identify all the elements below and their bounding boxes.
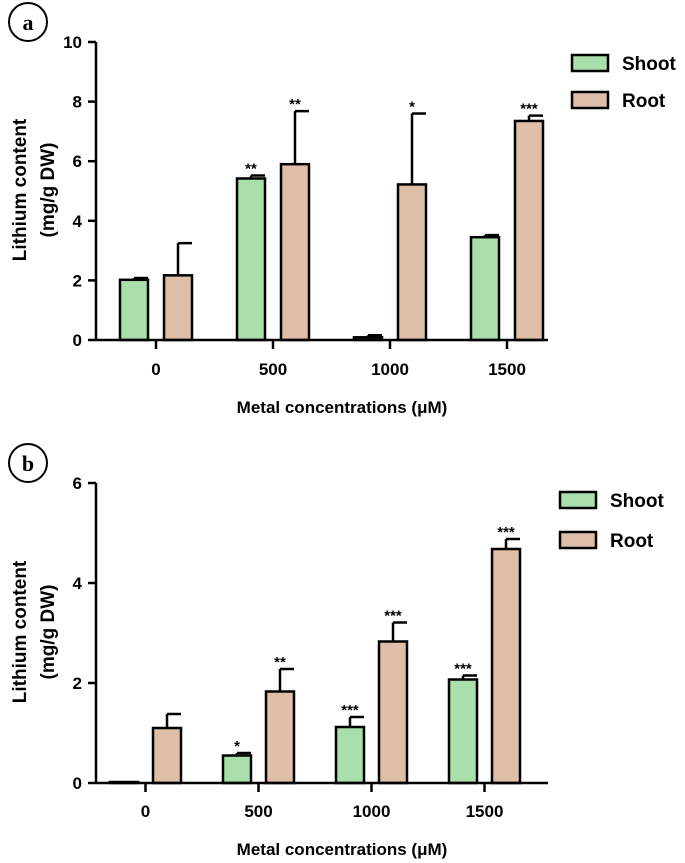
legend-swatch-shoot [570, 53, 610, 73]
y-tick-label-2: 2 [73, 271, 82, 290]
x-tick-label-1500: 1500 [466, 802, 504, 821]
bar-root-1000 [396, 183, 428, 342]
legend-label-shoot: Shoot [622, 54, 676, 75]
y-tick-label-6: 6 [73, 474, 82, 493]
y-tick-label-0: 0 [73, 774, 82, 793]
legend-swatch-shoot [558, 490, 598, 510]
y-axis-title-line2: (mg/g DW) [38, 585, 59, 680]
significance-shoot-1000: *** [341, 702, 359, 719]
x-tick-label-1000: 1000 [353, 802, 391, 821]
significance-root-1500: *** [520, 101, 538, 118]
x-tick-label-1500: 1500 [488, 360, 526, 379]
y-tick-label-6: 6 [73, 152, 82, 171]
bar-root-500 [279, 162, 311, 342]
significance-root-500: ** [274, 654, 286, 671]
y-tick-label-4: 4 [73, 212, 83, 231]
y-tick-label-0: 0 [73, 331, 82, 350]
significance-root-1000: *** [384, 608, 402, 625]
x-axis-title: Metal concentrations (μM) [237, 398, 448, 417]
bar-root-1500 [490, 547, 522, 785]
x-tick-label-0: 0 [141, 802, 150, 821]
bar-root-1000 [377, 640, 409, 785]
x-tick-label-1000: 1000 [371, 360, 409, 379]
panel-label: a [23, 10, 34, 35]
chart-panel-a: a 0 ** ** 500 * 1000 *** 1500 0 2 4 6 8 10 Metal conce… [8, 2, 676, 417]
legend-label-shoot: Shoot [610, 491, 664, 512]
bar-root-1500 [513, 119, 545, 342]
x-tick-label-500: 500 [244, 802, 272, 821]
bar-root-0 [151, 726, 183, 785]
significance-root-500: ** [289, 96, 301, 113]
panel-label-circle [8, 443, 48, 483]
bar-shoot-1500 [469, 235, 501, 342]
legend-label-root: Root [622, 91, 666, 112]
bar-shoot-0 [118, 278, 150, 342]
bar-shoot-500 [235, 177, 267, 342]
significance-shoot-1500: *** [454, 661, 472, 678]
significance-root-1000: * [409, 99, 415, 116]
bar-root-500 [264, 690, 296, 785]
y-axis-title-line1: Lithium content [10, 118, 31, 261]
y-tick-label-4: 4 [73, 574, 83, 593]
x-axis-title: Metal concentrations (μM) [237, 840, 448, 859]
x-tick-label-500: 500 [259, 360, 287, 379]
y-axis-title-line1: Lithium content [10, 560, 31, 703]
y-tick-label-2: 2 [73, 674, 82, 693]
x-tick-label-0: 0 [151, 360, 160, 379]
significance-shoot-500: ** [245, 161, 257, 178]
significance-root-1500: *** [497, 524, 515, 541]
legend-swatch-root [570, 90, 610, 110]
y-axis-title-line2: (mg/g DW) [38, 143, 59, 238]
significance-shoot-500: * [234, 738, 240, 755]
bar-shoot-1500 [447, 678, 479, 785]
y-tick-label-8: 8 [73, 93, 82, 112]
legend-label-root: Root [610, 531, 654, 552]
bar-shoot-500 [221, 754, 253, 785]
bar-shoot-1000 [334, 725, 366, 785]
panel-label-circle [8, 2, 48, 42]
legend-swatch-root [558, 530, 598, 550]
panel-label: b [22, 451, 34, 476]
y-tick-label-10: 10 [63, 33, 82, 52]
bar-root-0 [162, 274, 194, 342]
